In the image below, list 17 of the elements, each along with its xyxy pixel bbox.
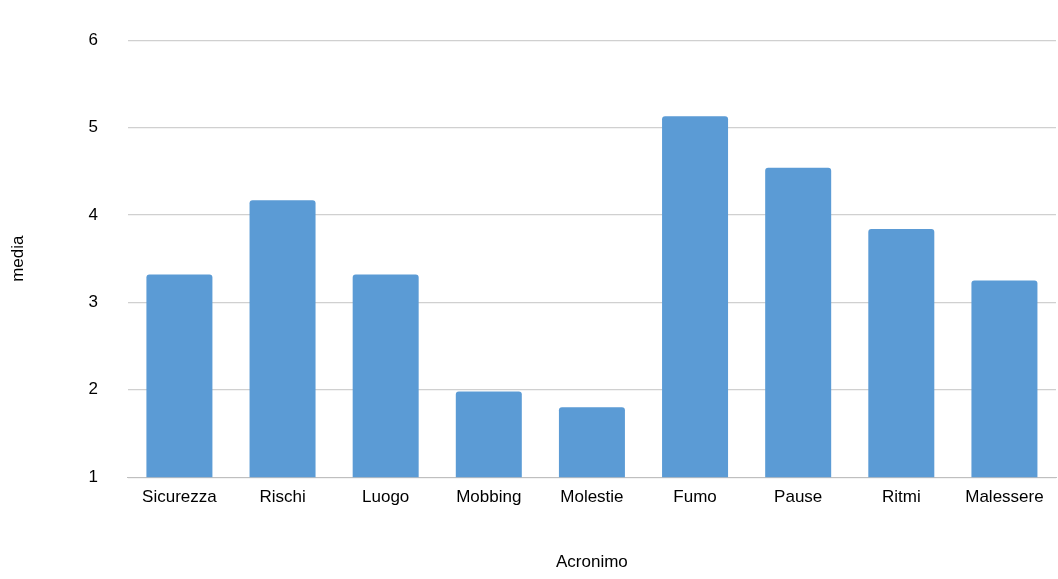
y-axis-title: media bbox=[7, 235, 27, 282]
x-tick-label: Pause bbox=[774, 487, 823, 507]
x-tick-label: Malessere bbox=[965, 487, 1044, 507]
x-tick-label: Mobbing bbox=[456, 487, 522, 507]
x-tick-label: Luogo bbox=[362, 487, 410, 507]
x-axis-title: Acronimo bbox=[556, 552, 628, 572]
y-tick-label: 6 bbox=[88, 29, 98, 49]
y-tick-label: 5 bbox=[88, 117, 98, 137]
y-tick-label: 1 bbox=[88, 466, 98, 486]
y-tick-label: 4 bbox=[88, 204, 98, 224]
x-tick-label: Ritmi bbox=[881, 487, 921, 507]
x-tick-label: Rischi bbox=[259, 487, 306, 507]
x-tick-label: Sicurezza bbox=[142, 487, 218, 507]
y-tick-label: 3 bbox=[88, 292, 98, 312]
y-tick-label: 2 bbox=[88, 379, 98, 399]
x-tick-label: Molestie bbox=[560, 487, 624, 507]
x-tick-label: Fumo bbox=[673, 487, 717, 507]
